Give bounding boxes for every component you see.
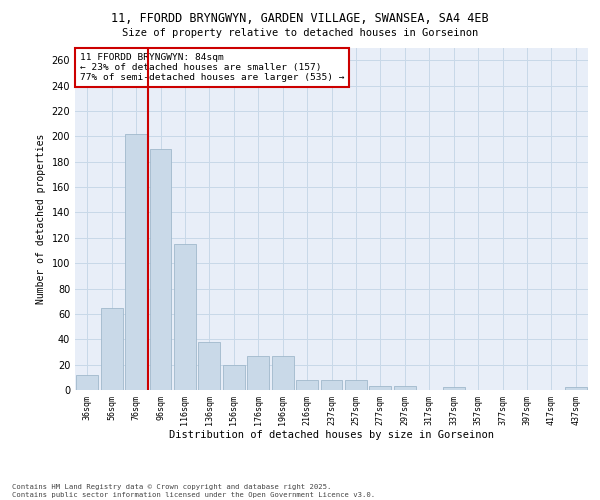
- Bar: [443, 388, 464, 390]
- Bar: [345, 380, 367, 390]
- Bar: [174, 244, 196, 390]
- Text: 11, FFORDD BRYNGWYN, GARDEN VILLAGE, SWANSEA, SA4 4EB: 11, FFORDD BRYNGWYN, GARDEN VILLAGE, SWA…: [111, 12, 489, 26]
- Bar: [272, 356, 293, 390]
- Bar: [370, 386, 391, 390]
- Text: Size of property relative to detached houses in Gorseinon: Size of property relative to detached ho…: [122, 28, 478, 38]
- Y-axis label: Number of detached properties: Number of detached properties: [36, 134, 46, 304]
- X-axis label: Distribution of detached houses by size in Gorseinon: Distribution of detached houses by size …: [169, 430, 494, 440]
- Bar: [76, 375, 98, 390]
- Text: 11 FFORDD BRYNGWYN: 84sqm
← 23% of detached houses are smaller (157)
77% of semi: 11 FFORDD BRYNGWYN: 84sqm ← 23% of detac…: [80, 52, 344, 82]
- Bar: [565, 388, 587, 390]
- Bar: [149, 149, 172, 390]
- Bar: [223, 364, 245, 390]
- Bar: [101, 308, 122, 390]
- Bar: [199, 342, 220, 390]
- Bar: [394, 386, 416, 390]
- Text: Contains HM Land Registry data © Crown copyright and database right 2025.
Contai: Contains HM Land Registry data © Crown c…: [12, 484, 375, 498]
- Bar: [296, 380, 318, 390]
- Bar: [247, 356, 269, 390]
- Bar: [320, 380, 343, 390]
- Bar: [125, 134, 147, 390]
